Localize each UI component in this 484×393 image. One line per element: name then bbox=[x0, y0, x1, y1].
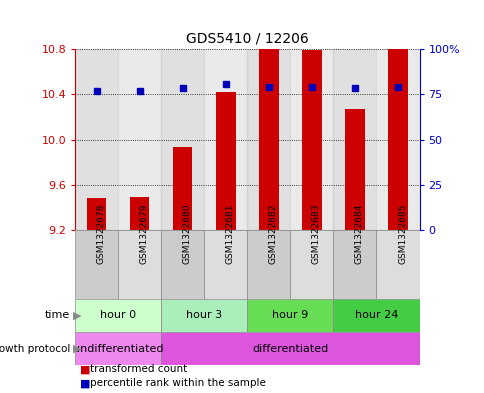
Text: GSM1322678: GSM1322678 bbox=[96, 203, 106, 264]
Text: GSM1322682: GSM1322682 bbox=[268, 203, 277, 264]
Text: ▶: ▶ bbox=[73, 310, 81, 320]
Bar bbox=[388, 49, 407, 230]
Bar bbox=[173, 147, 192, 230]
Bar bbox=[118, 49, 161, 230]
Text: undifferentiated: undifferentiated bbox=[73, 344, 163, 354]
Bar bbox=[290, 49, 333, 230]
Text: hour 0: hour 0 bbox=[100, 310, 136, 320]
Text: differentiated: differentiated bbox=[252, 344, 328, 354]
Bar bbox=[333, 49, 376, 230]
Bar bbox=[161, 332, 419, 365]
Bar bbox=[290, 230, 333, 299]
Text: growth protocol: growth protocol bbox=[0, 344, 70, 354]
Bar bbox=[302, 50, 321, 230]
Text: ■: ■ bbox=[80, 378, 91, 388]
Bar bbox=[75, 299, 161, 332]
Text: hour 9: hour 9 bbox=[272, 310, 308, 320]
Text: hour 3: hour 3 bbox=[186, 310, 222, 320]
Text: time: time bbox=[45, 310, 70, 320]
Bar bbox=[161, 49, 204, 230]
Bar bbox=[118, 230, 161, 299]
Bar bbox=[247, 299, 333, 332]
Bar bbox=[376, 230, 419, 299]
Text: percentile rank within the sample: percentile rank within the sample bbox=[90, 378, 265, 388]
Bar bbox=[75, 332, 161, 365]
Text: GSM1322680: GSM1322680 bbox=[182, 203, 191, 264]
Bar bbox=[333, 230, 376, 299]
Text: ▶: ▶ bbox=[73, 344, 81, 354]
Bar bbox=[75, 49, 118, 230]
Bar bbox=[333, 299, 419, 332]
Text: GSM1322685: GSM1322685 bbox=[397, 203, 406, 264]
Text: transformed count: transformed count bbox=[90, 364, 187, 375]
Bar bbox=[75, 230, 118, 299]
Bar bbox=[247, 49, 290, 230]
Bar bbox=[258, 49, 278, 230]
Text: hour 24: hour 24 bbox=[354, 310, 397, 320]
Bar bbox=[161, 299, 247, 332]
Bar bbox=[247, 230, 290, 299]
Text: GSM1322681: GSM1322681 bbox=[226, 203, 234, 264]
Text: GSM1322684: GSM1322684 bbox=[354, 203, 363, 264]
Title: GDS5410 / 12206: GDS5410 / 12206 bbox=[185, 31, 308, 45]
Bar bbox=[161, 230, 204, 299]
Text: GSM1322683: GSM1322683 bbox=[311, 203, 320, 264]
Text: ■: ■ bbox=[80, 364, 91, 375]
Bar bbox=[130, 197, 149, 230]
Bar bbox=[87, 198, 106, 230]
Bar bbox=[204, 49, 247, 230]
Bar bbox=[376, 49, 419, 230]
Bar bbox=[216, 92, 235, 230]
Bar bbox=[204, 230, 247, 299]
Bar bbox=[345, 109, 364, 230]
Text: GSM1322679: GSM1322679 bbox=[139, 203, 149, 264]
